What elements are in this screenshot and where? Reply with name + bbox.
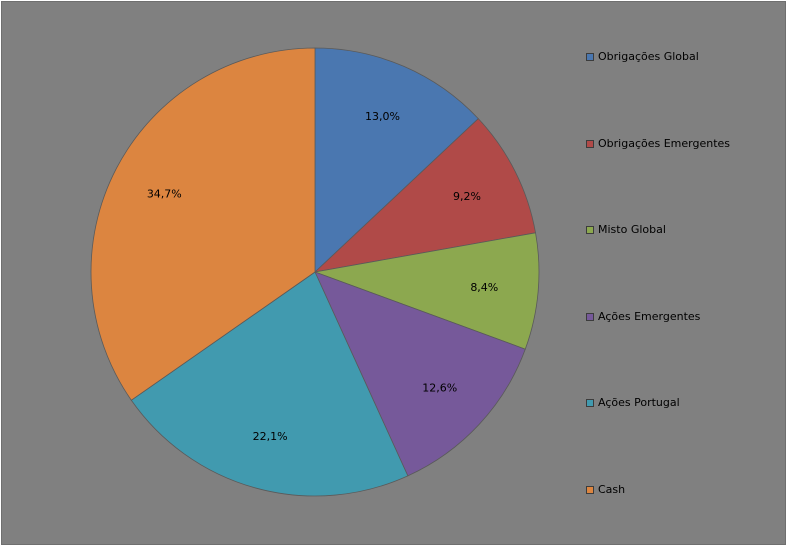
legend-swatch xyxy=(586,312,594,321)
legend-label: Obrigações Global xyxy=(598,50,699,63)
legend-swatch xyxy=(586,486,594,494)
legend-swatch xyxy=(586,139,594,148)
legend-label: Obrigações Emergentes xyxy=(598,136,731,150)
pie-slices xyxy=(90,47,540,497)
data-label-2: 9,2% xyxy=(453,190,481,203)
legend-item-6: Cash xyxy=(586,482,625,498)
data-label-3: 8,4% xyxy=(470,281,498,294)
legend-swatch xyxy=(586,226,594,235)
pie-data-labels: 13,0% 9,2% 8,4% 12,6% 22,1% 34,7% xyxy=(147,110,498,443)
legend-swatch xyxy=(586,53,594,61)
legend-label: Cash xyxy=(598,483,626,496)
pie-slice-6 xyxy=(90,47,316,401)
legend-item-2: Obrigações Emergentes xyxy=(586,136,730,152)
legend-item-1: Obrigações Global xyxy=(586,49,699,65)
pie-slice-4 xyxy=(314,271,526,477)
legend-item-3: Misto Global xyxy=(586,222,666,238)
legend-item-5: Ações Portugal xyxy=(586,395,680,411)
legend-item-4: Ações Emergentes xyxy=(586,309,700,325)
pie-slice-1 xyxy=(314,47,479,273)
pie-slice-5 xyxy=(130,271,409,497)
data-label-1: 13,0% xyxy=(365,110,400,123)
chart-legend: Obrigações Global Obrigações Emergentes Mi… xyxy=(586,49,781,499)
legend-label: Misto Global xyxy=(598,223,666,237)
data-label-4: 12,6% xyxy=(422,382,457,395)
legend-label: Ações Portugal xyxy=(598,396,680,410)
data-label-5: 22,1% xyxy=(253,430,288,443)
pie-slice-3 xyxy=(313,232,540,350)
data-label-6: 34,7% xyxy=(147,187,182,200)
legend-swatch xyxy=(586,399,594,408)
pie-slice-2 xyxy=(313,118,537,273)
legend-label: Ações Emergentes xyxy=(598,309,701,323)
